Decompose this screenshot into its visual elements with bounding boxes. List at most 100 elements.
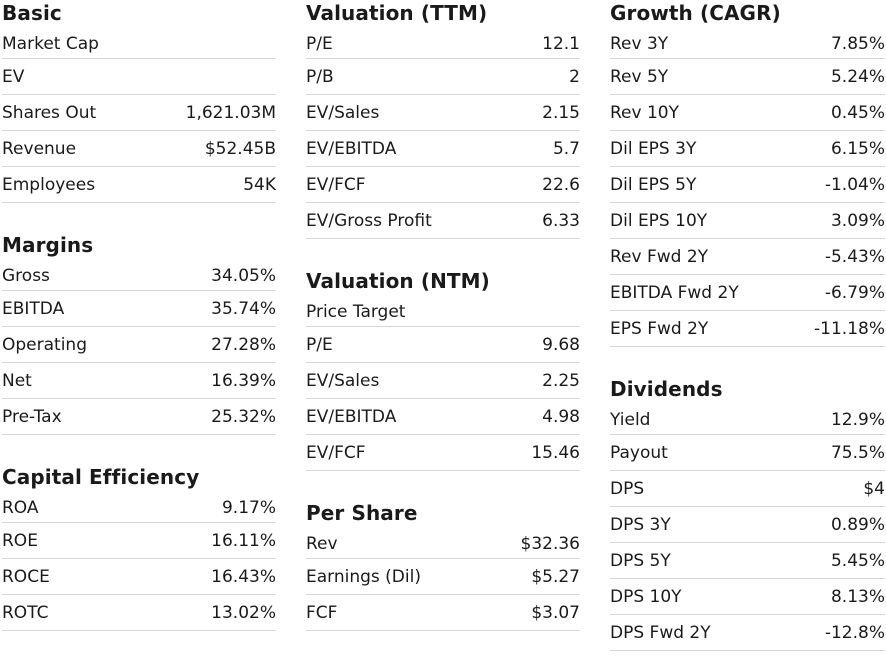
stats-column-3: Growth (CAGR) Rev 3Y 7.85% Rev 5Y 5.24% … xyxy=(610,0,885,651)
stat-row-pre-tax: Pre-Tax 25.32% xyxy=(2,399,276,435)
stat-value: -11.18% xyxy=(814,319,885,339)
stat-value: 9.17% xyxy=(221,498,276,518)
section-title-per-share: Per Share xyxy=(306,501,418,525)
section-spacer xyxy=(610,347,885,376)
section-spacer xyxy=(306,471,580,500)
stat-value: 3.09% xyxy=(830,211,885,231)
stat-value: $4 xyxy=(863,479,885,499)
stat-value: $3.07 xyxy=(531,603,580,623)
section-capital-efficiency: Capital Efficiency ROA 9.17% ROE 16.11% … xyxy=(2,464,276,631)
stat-value: 5.45% xyxy=(830,551,885,571)
stat-label: EV/FCF xyxy=(306,443,366,463)
stat-row-roa: ROA 9.17% xyxy=(2,490,276,523)
stat-value: 27.28% xyxy=(211,335,276,355)
section-valuation-ttm: Valuation (TTM) P/E 12.1 P/B 2 EV/Sales … xyxy=(306,0,580,239)
stat-label: Pre-Tax xyxy=(2,407,62,427)
stat-label: DPS 3Y xyxy=(610,515,671,535)
stat-label: P/E xyxy=(306,335,333,355)
stat-value: -1.04% xyxy=(824,175,885,195)
stat-label: FCF xyxy=(306,603,338,623)
stat-label: DPS 10Y xyxy=(610,587,682,607)
stat-value: 25.32% xyxy=(211,407,276,427)
stat-label: EBITDA Fwd 2Y xyxy=(610,283,739,303)
stat-value: 5.24% xyxy=(830,67,885,87)
section-title-valuation-ttm: Valuation (TTM) xyxy=(306,1,488,25)
stat-label: Rev Fwd 2Y xyxy=(610,247,709,267)
stat-label: ROCE xyxy=(2,567,50,587)
section-growth: Growth (CAGR) Rev 3Y 7.85% Rev 5Y 5.24% … xyxy=(610,0,885,347)
stat-label: EV xyxy=(2,67,25,87)
stats-column-2: Valuation (TTM) P/E 12.1 P/B 2 EV/Sales … xyxy=(306,0,580,631)
stat-row-shares-out: Shares Out 1,621.03M xyxy=(2,95,276,131)
stat-label: Dil EPS 10Y xyxy=(610,211,708,231)
section-valuation-ntm: Valuation (NTM) Price Target P/E 9.68 EV… xyxy=(306,268,580,471)
stat-row-dps-fwd-2y: DPS Fwd 2Y -12.8% xyxy=(610,615,885,651)
stat-label: EV/FCF xyxy=(306,175,366,195)
stat-value: 22.6 xyxy=(542,175,580,195)
stat-label: EV/EBITDA xyxy=(306,407,397,427)
stat-row-ev-sales: EV/Sales 2.15 xyxy=(306,95,580,131)
stat-row-dps-5y: DPS 5Y 5.45% xyxy=(610,543,885,579)
stat-row-price-target: Price Target xyxy=(306,294,580,327)
stat-label: Yield xyxy=(610,410,651,430)
stat-value: 13.02% xyxy=(211,603,276,623)
stat-row-ev-sales-ntm: EV/Sales 2.25 xyxy=(306,363,580,399)
stat-row-ev-ebitda: EV/EBITDA 5.7 xyxy=(306,131,580,167)
stat-value: 75.5% xyxy=(830,443,885,463)
stat-label: EV/Gross Profit xyxy=(306,211,432,231)
stat-value: 54K xyxy=(243,175,276,195)
stat-label: Market Cap xyxy=(2,34,99,54)
stat-row-pe: P/E 12.1 xyxy=(306,26,580,59)
stat-label: DPS Fwd 2Y xyxy=(610,623,711,643)
stat-row-ev-ebitda-ntm: EV/EBITDA 4.98 xyxy=(306,399,580,435)
stat-value: -12.8% xyxy=(824,623,885,643)
stat-row-rev-5y: Rev 5Y 5.24% xyxy=(610,59,885,95)
stat-label: EV/Sales xyxy=(306,371,380,391)
stat-value: 2 xyxy=(569,67,580,87)
stat-value: $52.45B xyxy=(204,139,276,159)
stat-value: $32.36 xyxy=(520,534,580,554)
stat-value: 16.11% xyxy=(211,531,276,551)
section-title-valuation-ntm: Valuation (NTM) xyxy=(306,269,490,293)
section-title-basic: Basic xyxy=(2,1,62,25)
stat-value: 8.13% xyxy=(830,587,885,607)
stat-label: ROTC xyxy=(2,603,49,623)
stat-label: EBITDA xyxy=(2,299,65,319)
stat-value: 9.68 xyxy=(542,335,580,355)
section-dividends: Dividends Yield 12.9% Payout 75.5% DPS $… xyxy=(610,376,885,651)
stat-row-ebitda-fwd-2y: EBITDA Fwd 2Y -6.79% xyxy=(610,275,885,311)
stat-value: 15.46 xyxy=(531,443,580,463)
stat-row-yield: Yield 12.9% xyxy=(610,402,885,435)
section-title-capital-efficiency: Capital Efficiency xyxy=(2,465,200,489)
stat-value: 0.89% xyxy=(830,515,885,535)
section-spacer xyxy=(2,203,276,232)
stat-value: 0.45% xyxy=(830,103,885,123)
stat-row-roce: ROCE 16.43% xyxy=(2,559,276,595)
stat-value: 1,621.03M xyxy=(185,103,276,123)
stat-row-dps: DPS $4 xyxy=(610,471,885,507)
section-title-dividends: Dividends xyxy=(610,377,723,401)
stat-row-ev-gross-profit: EV/Gross Profit 6.33 xyxy=(306,203,580,239)
stats-column-1: Basic Market Cap EV Shares Out 1,621.03M… xyxy=(2,0,276,631)
stat-label: Price Target xyxy=(306,302,406,322)
stat-row-revenue: Revenue $52.45B xyxy=(2,131,276,167)
stat-label: ROA xyxy=(2,498,39,518)
stat-label: EV/EBITDA xyxy=(306,139,397,159)
stat-label: Employees xyxy=(2,175,96,195)
stat-label: Rev 5Y xyxy=(610,67,669,87)
stat-label: EPS Fwd 2Y xyxy=(610,319,709,339)
stat-row-rotc: ROTC 13.02% xyxy=(2,595,276,631)
stat-row-pe-ntm: P/E 9.68 xyxy=(306,327,580,363)
stat-label: Payout xyxy=(610,443,668,463)
stat-row-dil-eps-10y: Dil EPS 10Y 3.09% xyxy=(610,203,885,239)
section-title-margins: Margins xyxy=(2,233,94,257)
stat-label: Revenue xyxy=(2,139,77,159)
stat-value: 35.74% xyxy=(211,299,276,319)
stat-label: Earnings (Dil) xyxy=(306,567,421,587)
section-margins: Margins Gross 34.05% EBITDA 35.74% Opera… xyxy=(2,232,276,435)
stat-row-operating: Operating 27.28% xyxy=(2,327,276,363)
stat-value: 34.05% xyxy=(211,266,276,286)
stat-label: Dil EPS 3Y xyxy=(610,139,697,159)
section-spacer xyxy=(306,239,580,268)
stat-row-rev-fwd-2y: Rev Fwd 2Y -5.43% xyxy=(610,239,885,275)
